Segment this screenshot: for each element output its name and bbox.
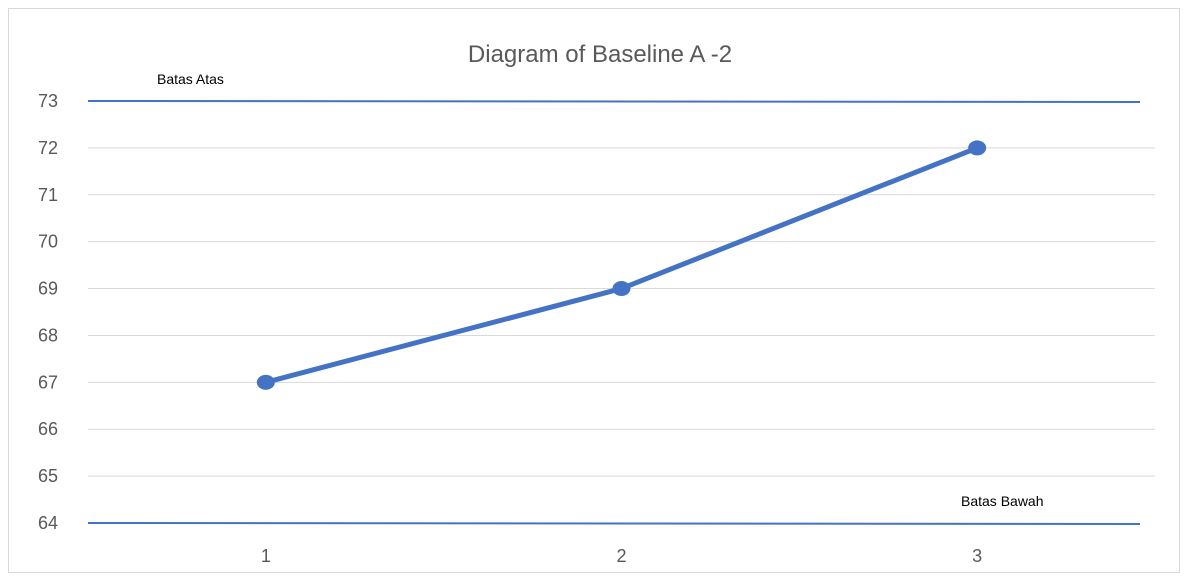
series-layer: [256, 140, 987, 390]
y-tick-label: 70: [38, 232, 58, 252]
reference-line: [87, 522, 1141, 525]
y-tick-label: 66: [38, 419, 58, 439]
y-tick-label: 69: [38, 279, 58, 299]
chart-title: Diagram of Baseline A -2: [468, 41, 732, 68]
x-tick-label: 2: [616, 546, 626, 566]
series-line: [265, 145, 979, 385]
y-tick-label: 71: [38, 185, 58, 205]
y-tick-label: 67: [38, 372, 58, 392]
x-tick-label: 1: [261, 546, 271, 566]
y-tick-label: 72: [38, 138, 58, 158]
x-axis-tick-labels: 1 2 3: [261, 546, 982, 566]
data-point: [968, 140, 987, 156]
y-axis-tick-labels: 73 72 71 70 69 68 67 66 65 64: [38, 91, 58, 533]
y-tick-label: 65: [38, 466, 58, 486]
reference-lines: Batas Atas Batas Bawah: [87, 71, 1141, 525]
gridlines: [88, 147, 1155, 477]
y-tick-label: 64: [38, 513, 58, 533]
reference-line: [87, 100, 1141, 103]
data-point: [256, 374, 275, 390]
x-tick-label: 3: [972, 546, 982, 566]
reference-line-label: Batas Atas: [157, 71, 224, 87]
y-tick-label: 68: [38, 325, 58, 345]
data-point: [612, 281, 631, 297]
y-tick-label: 73: [38, 91, 58, 111]
reference-line-label: Batas Bawah: [961, 493, 1044, 509]
